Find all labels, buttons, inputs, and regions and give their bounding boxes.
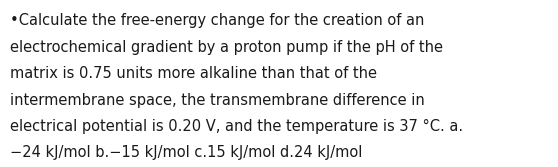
Text: •Calculate the free-energy change for the creation of an: •Calculate the free-energy change for th… xyxy=(10,13,425,28)
Text: matrix is 0.75 units more alkaline than that of the: matrix is 0.75 units more alkaline than … xyxy=(10,66,377,81)
Text: electrical potential is 0.20 V, and the temperature is 37 °C. a.: electrical potential is 0.20 V, and the … xyxy=(10,119,463,134)
Text: electrochemical gradient by a proton pump if the pH of the: electrochemical gradient by a proton pum… xyxy=(10,40,443,55)
Text: −24 kJ/mol b.−15 kJ/mol c.15 kJ/mol d.24 kJ/mol: −24 kJ/mol b.−15 kJ/mol c.15 kJ/mol d.24… xyxy=(10,145,362,160)
Text: intermembrane space, the transmembrane difference in: intermembrane space, the transmembrane d… xyxy=(10,93,425,108)
